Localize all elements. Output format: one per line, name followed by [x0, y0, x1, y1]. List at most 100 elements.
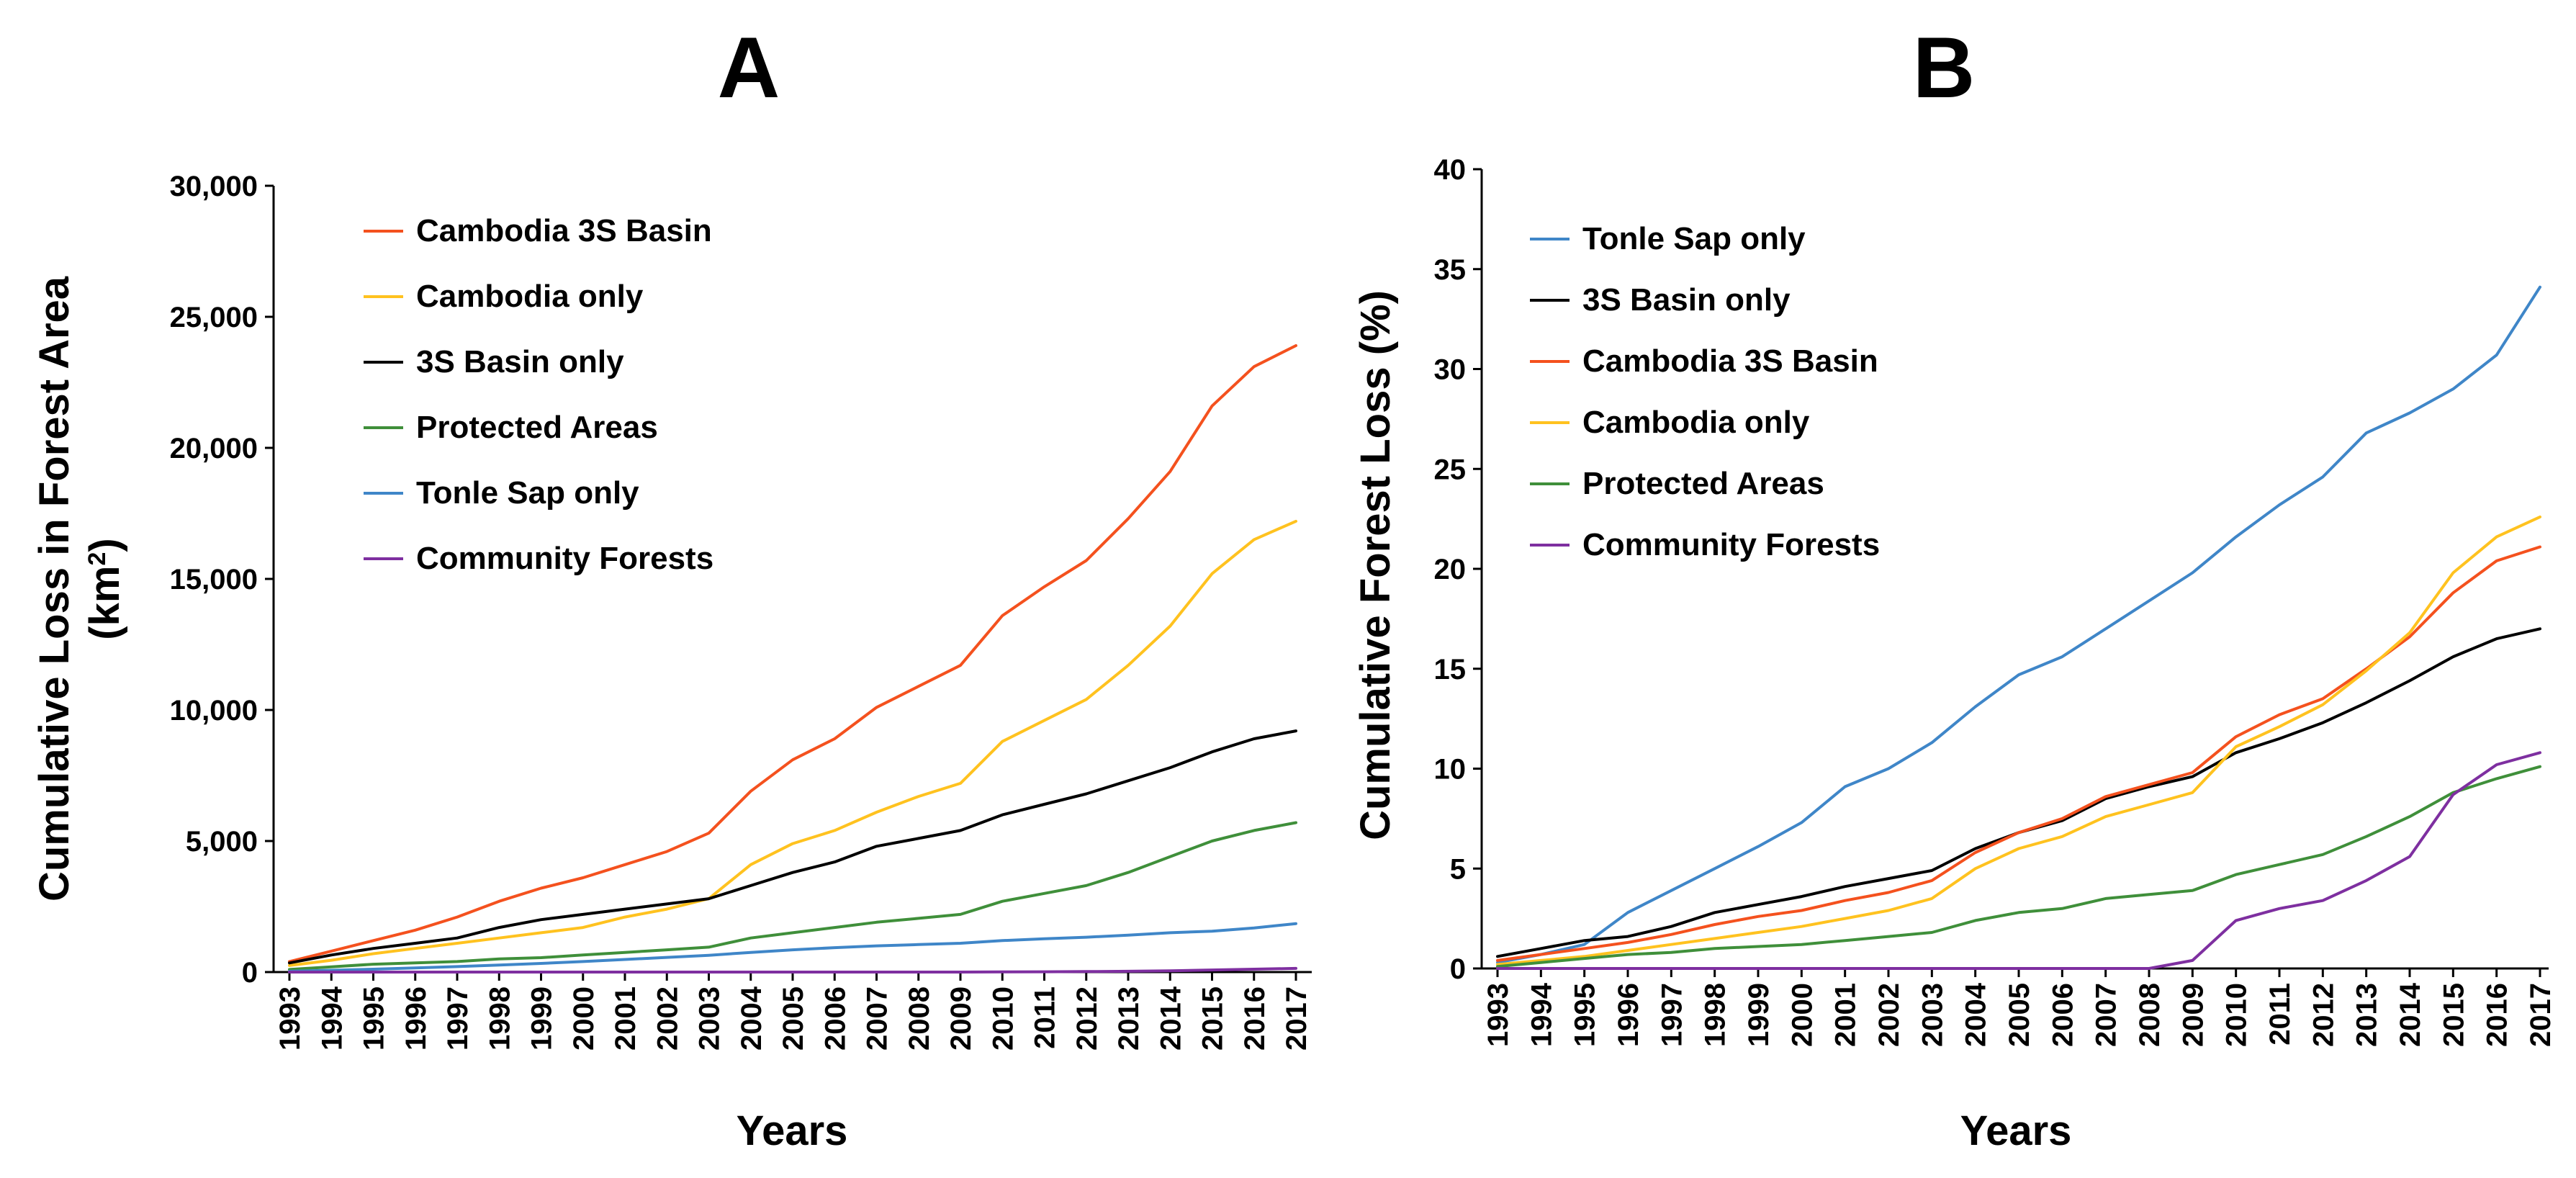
chart-b-x-tick-label: 1998: [1700, 983, 1731, 1047]
chart-b-y-tick-label: 30: [1434, 354, 1467, 386]
chart-b-x-axis-title: Years: [1960, 1107, 2072, 1154]
chart-b-x-tick-label: 1993: [1482, 983, 1514, 1047]
chart-a-x-tick-label: 2014: [1155, 986, 1186, 1051]
chart-a-x-tick-label: 1994: [316, 986, 348, 1051]
chart-a-x-axis-title: Years: [737, 1107, 848, 1154]
chart-a-x-tick-label: 2007: [862, 986, 893, 1051]
chart-b-x-tick-label: 1997: [1656, 983, 1688, 1047]
chart-b-x-tick-label: 2000: [1786, 983, 1818, 1047]
chart-a-x-tick-label: 2002: [652, 986, 683, 1051]
chart-b-x-tick-label: 2007: [2091, 983, 2122, 1047]
chart-b-line-protected-areas: [1496, 765, 2541, 968]
chart-b-series: [1496, 285, 2541, 970]
chart-b-legend-label-3s-basin-only: 3S Basin only: [1582, 282, 1791, 318]
chart-b-x-tick-label: 2009: [2177, 983, 2209, 1047]
chart-a-legend-label-community-forests: Community Forests: [416, 541, 713, 576]
chart-b-y-tick-label: 10: [1434, 754, 1467, 786]
chart-a-series: [288, 344, 1297, 974]
chart-a-y-ticks: 0 5,000 10,000 15,000 20,000 25,000 30,000: [170, 171, 274, 989]
chart-b-x-tick-label: 1999: [1743, 983, 1775, 1047]
chart-b-x-tick-label: 2001: [1830, 983, 1862, 1047]
chart-b-y-axis-title: Cumulative Forest Loss (%): [1352, 290, 1399, 840]
chart-a-line-cambodia-only: [288, 519, 1297, 967]
chart-b-x-tick-label: 2005: [2004, 983, 2035, 1047]
chart-b-x-tick-label: 2016: [2482, 983, 2513, 1047]
chart-a-y-axis-title-units: (km2): [81, 538, 128, 639]
chart-a-legend-label-tonle-sap-only: Tonle Sap only: [416, 475, 639, 511]
chart-a-y-axis-title: Cumulative Loss in Forest Area: [31, 276, 78, 902]
chart-a-x-tick-label: 2010: [987, 986, 1019, 1051]
chart-b-x-tick-label: 2014: [2395, 982, 2426, 1047]
chart-a-x-tick-label: 2004: [736, 986, 767, 1051]
chart-b-legend-label-cambodia-3s-basin: Cambodia 3S Basin: [1582, 343, 1878, 379]
chart-b-x-tick-label: 2013: [2351, 983, 2383, 1047]
chart-b-x-tick-label: 2015: [2438, 983, 2469, 1047]
chart-a-y-tick-label: 15,000: [170, 564, 258, 595]
chart-a-x-tick-label: 1999: [526, 986, 558, 1051]
chart-a-line-cambodia-3s-basin: [288, 344, 1297, 963]
chart-a-x-tick-label: 2013: [1113, 986, 1145, 1051]
chart-a: A Cumulative Loss in Forest Area (km2) Y…: [31, 19, 1312, 1154]
chart-b-line-3s-basin-only: [1496, 627, 2541, 958]
chart-b-line-community-forests: [1496, 751, 2541, 970]
chart-a-y-tick-label: 30,000: [170, 171, 258, 202]
chart-b-x-tick-label: 2004: [1960, 982, 1992, 1047]
chart-b-legend-label-community-forests: Community Forests: [1582, 527, 1880, 562]
chart-b-y-tick-label: 5: [1450, 853, 1466, 885]
chart-b-y-tick-label: 20: [1434, 554, 1467, 585]
chart-a-x-tick-label: 1998: [484, 986, 515, 1051]
chart-a-x-tick-label: 2008: [904, 986, 935, 1051]
chart-a-x-tick-label: 1996: [400, 986, 432, 1051]
chart-a-y-tick-label: 0: [242, 957, 258, 989]
chart-a-x-tick-label: 2011: [1030, 986, 1061, 1049]
chart-b-x-tick-label: 2003: [1917, 983, 1948, 1047]
chart-b: B Cumulative Forest Loss (%) Years 0 5 10 1…: [1352, 19, 2557, 1154]
chart-a-panel-label: A: [718, 19, 780, 116]
chart-a-legend-label-3s-basin-only: 3S Basin only: [416, 344, 624, 379]
chart-a-y-tick-label: 20,000: [170, 433, 258, 464]
chart-b-line-tonle-sap-only: [1496, 285, 2541, 964]
chart-a-line-protected-areas: [288, 821, 1297, 971]
chart-a-x-tick-label: 2012: [1071, 986, 1103, 1051]
chart-a-y-tick-label: 25,000: [170, 302, 258, 333]
chart-b-line-cambodia-3s-basin: [1496, 545, 2541, 962]
chart-a-x-tick-label: 1997: [442, 986, 474, 1051]
chart-a-line-tonle-sap-only: [288, 922, 1297, 973]
chart-a-x-tick-label: 2001: [610, 986, 641, 1051]
chart-a-legend-label-cambodia-only: Cambodia only: [416, 279, 644, 314]
chart-a-x-tick-label: 2009: [945, 986, 977, 1051]
chart-b-legend-label-tonle-sap-only: Tonle Sap only: [1582, 221, 1806, 256]
chart-a-x-tick-label: 1993: [274, 986, 306, 1051]
chart-a-x-tick-label: 2000: [568, 986, 600, 1051]
chart-b-y-tick-label: 15: [1434, 654, 1467, 685]
chart-a-x-tick-label: 2016: [1239, 986, 1271, 1051]
chart-b-y-tick-label: 40: [1434, 154, 1467, 186]
chart-a-x-tick-label: 2005: [778, 986, 809, 1051]
chart-b-y-ticks: 0 5 10 15 20 25 30 35 40: [1434, 154, 1482, 985]
chart-b-x-tick-label: 2002: [1873, 983, 1905, 1047]
chart-b-legend-label-protected-areas: Protected Areas: [1582, 466, 1824, 501]
chart-a-x-tick-label: 2003: [694, 986, 726, 1051]
chart-b-panel-label: B: [1913, 19, 1976, 116]
chart-a-x-tick-label: 2017: [1281, 986, 1312, 1051]
chart-a-x-tick-label: 2015: [1197, 986, 1229, 1051]
chart-b-x-tick-label: 1996: [1613, 983, 1644, 1047]
chart-b-x-tick-label: 1995: [1570, 983, 1601, 1047]
chart-a-line-community-forests: [288, 966, 1297, 974]
chart-a-x-tick-label: 1995: [359, 986, 390, 1051]
chart-b-x-tick-label: 2012: [2307, 983, 2339, 1047]
chart-a-line-3s-basin-only: [288, 729, 1297, 965]
chart-b-x-tick-label: 2006: [2047, 983, 2079, 1047]
chart-a-y-tick-label: 5,000: [186, 826, 258, 858]
chart-b-y-tick-label: 0: [1450, 953, 1466, 985]
chart-b-x-tick-label: 2017: [2525, 983, 2557, 1047]
chart-a-legend-label-cambodia-3s-basin: Cambodia 3S Basin: [416, 213, 712, 248]
chart-b-x-tick-label: 2010: [2221, 983, 2253, 1047]
chart-b-x-tick-label: 2008: [2134, 983, 2166, 1047]
chart-b-x-ticks: 1993 1994 1995 1996 1997 1998 1999 2000 2001 2002…: [1482, 968, 2557, 1047]
chart-b-y-tick-label: 25: [1434, 454, 1467, 485]
chart-b-x-tick-label: 2011: [2264, 983, 2296, 1046]
chart-b-x-tick-label: 1994: [1526, 982, 1557, 1047]
chart-b-legend-label-cambodia-only: Cambodia only: [1582, 405, 1810, 440]
